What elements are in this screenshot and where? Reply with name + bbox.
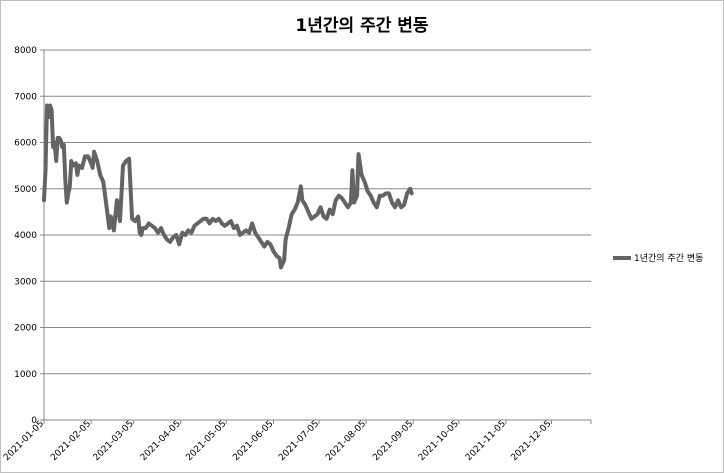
y-tick-label: 3000	[14, 277, 37, 287]
x-tick-label: 2021-09-05	[371, 419, 415, 463]
legend-label: 1년간의 주간 변동	[634, 254, 704, 264]
x-tick-label: 2021-12-05	[510, 419, 554, 463]
y-tick-label: 0	[31, 416, 37, 426]
y-tick-label: 6000	[14, 139, 37, 149]
legend: 1년간의 주간 변동	[613, 251, 703, 264]
y-tick-label: 5000	[14, 185, 37, 195]
x-tick-label: 2021-07-05	[277, 419, 321, 463]
x-tick-label: 2021-06-05	[231, 419, 275, 463]
x-tick-label: 2021-01-05	[2, 419, 46, 463]
y-tick-label: 1000	[14, 370, 37, 380]
y-tick-label: 7000	[14, 92, 37, 102]
y-tick-label: 4000	[14, 231, 37, 241]
x-tick-label: 2021-02-05	[49, 419, 93, 463]
series-line	[42, 103, 414, 270]
x-tick-label: 2021-11-05	[464, 419, 508, 463]
x-tick-label: 2021-05-05	[184, 419, 228, 463]
x-tick-label: 2021-04-05	[139, 419, 183, 463]
x-tick-label: 2021-03-05	[92, 419, 136, 463]
legend-swatch	[613, 255, 631, 260]
x-tick-label: 2021-10-05	[417, 419, 461, 463]
y-tick-label: 8000	[14, 46, 37, 56]
chart-title: 1년간의 주간 변동	[295, 16, 429, 36]
x-tick-label: 2021-08-05	[324, 419, 368, 463]
y-tick-label: 2000	[14, 324, 37, 334]
